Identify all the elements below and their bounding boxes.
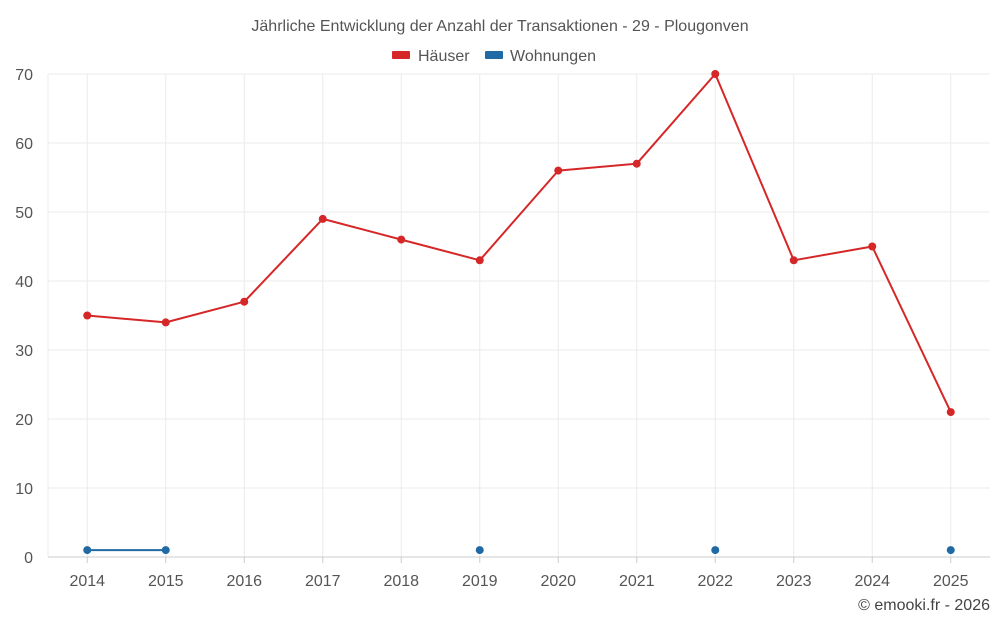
y-tick-label: 20 [15,412,33,429]
data-point-haeuser[interactable] [946,408,955,417]
data-point-haeuser[interactable] [161,318,170,327]
data-point-haeuser[interactable] [868,242,877,251]
data-point-haeuser[interactable] [240,297,249,306]
data-point-wohnungen[interactable] [475,546,484,555]
y-tick-label: 40 [15,274,33,291]
credit-text: © emooki.fr - 2026 [858,597,990,614]
axis-layer: 0 10 20 30 40 50 60 70 2014 2015 2016 2017 2018 2019 2… [15,67,990,590]
x-tick-label: 2022 [697,573,733,590]
y-tick-label: 10 [15,481,33,498]
legend-swatch-wohnungen [485,51,503,59]
series-wohnungen [83,546,955,555]
x-tick-label: 2025 [933,573,969,590]
x-tick-label: 2015 [148,573,184,590]
data-point-haeuser[interactable] [789,256,798,265]
x-tick-label: 2014 [69,573,105,590]
series-line-haeuser [87,73,952,413]
data-point-wohnungen[interactable] [83,546,92,555]
legend: Häuser Wohnungen [392,48,596,65]
data-point-wohnungen[interactable] [711,546,720,555]
x-tick-label: 2017 [305,573,341,590]
data-point-haeuser[interactable] [397,235,406,244]
y-tick-label: 70 [15,67,33,84]
series-haeuser [83,70,955,417]
y-tick-label: 30 [15,343,33,360]
x-tick-label: 2020 [540,573,576,590]
legend-label-wohnungen: Wohnungen [510,48,596,65]
data-point-wohnungen[interactable] [946,546,955,555]
legend-item-wohnungen[interactable]: Wohnungen [485,48,596,65]
series-layer [83,70,955,555]
x-tick-label: 2019 [462,573,498,590]
data-point-wohnungen[interactable] [161,546,170,555]
y-tick-label: 50 [15,205,33,222]
data-point-haeuser[interactable] [83,311,92,320]
data-point-haeuser[interactable] [554,166,563,175]
x-tick-label: 2021 [619,573,655,590]
grid-layer [47,73,990,557]
x-tick-label: 2018 [383,573,419,590]
data-point-haeuser[interactable] [711,70,720,78]
x-tick-label: 2023 [776,573,812,590]
legend-label-haeuser: Häuser [418,48,470,65]
data-point-haeuser[interactable] [318,214,327,223]
legend-swatch-haeuser [392,51,410,59]
x-tick-label: 2016 [226,573,262,590]
legend-item-haeuser[interactable]: Häuser [392,48,470,65]
y-tick-label: 60 [15,136,33,153]
data-point-haeuser[interactable] [632,159,641,168]
data-point-haeuser[interactable] [475,256,484,265]
chart-title: Jährliche Entwicklung der Anzahl der Tra… [251,18,748,35]
x-tick-label: 2024 [854,573,890,590]
y-tick-label: 0 [24,550,33,567]
